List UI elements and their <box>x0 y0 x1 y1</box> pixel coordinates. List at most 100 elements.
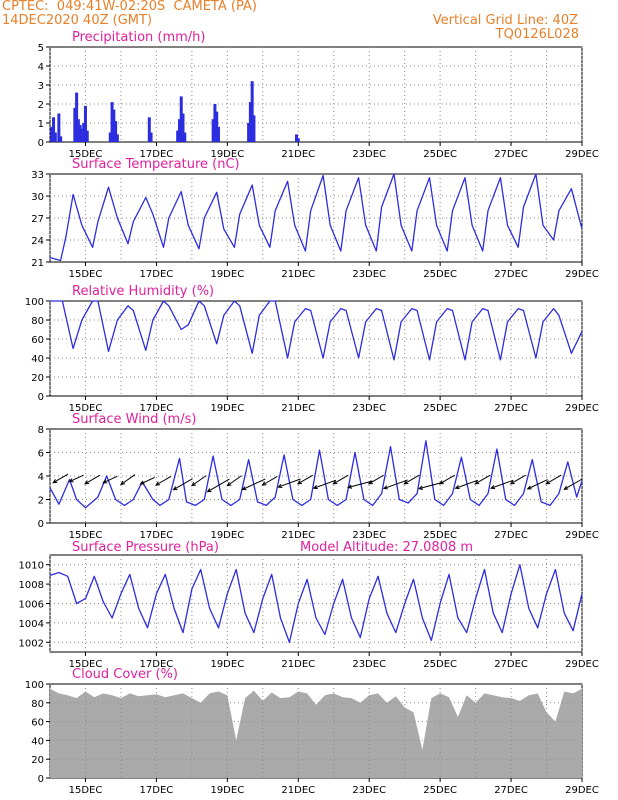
chart-wind-arrow-head <box>139 480 145 485</box>
chart-cloud-xtick-label: 23DEC <box>352 785 386 796</box>
chart-wind-arrow <box>418 481 444 490</box>
chart-wind-arrow <box>510 474 526 485</box>
chart-precip-bar <box>216 126 220 142</box>
chart-precip-bar <box>73 107 77 142</box>
chart-wind-ytick-label: 2 <box>38 496 44 507</box>
chart-temp-ytick-label: 24 <box>31 236 44 247</box>
chart-cloud-xtick-label: 17DEC <box>140 785 174 796</box>
chart-cloud-area <box>50 688 582 778</box>
chart-wind-arrow-head <box>526 485 532 490</box>
chart-wind-arrow-head <box>172 486 178 491</box>
chart-precip-bar <box>176 130 180 142</box>
chart-wind-arrow <box>313 479 337 489</box>
header-station: CPTEC: 049:41W-02:20S CAMETA (PA) <box>2 0 257 14</box>
chart-precip-bar <box>114 121 118 142</box>
chart-temp-ytick-label: 21 <box>31 258 44 269</box>
chart-wind-arrow-head <box>52 479 58 484</box>
chart-wind-arrow <box>84 474 101 485</box>
chart-cloud-xtick-label: 19DEC <box>210 785 244 796</box>
chart-precip-xtick-label: 27DEC <box>494 149 528 160</box>
chart-precip-ytick-label: 1 <box>38 119 44 130</box>
chart-wind-arrow-head <box>277 483 283 488</box>
chart-rh-ytick-label: 20 <box>31 373 44 384</box>
chart-wind-arrow-head <box>296 480 302 485</box>
chart-temp-xtick-label: 23DEC <box>352 269 386 280</box>
chart-pressure-ytick-label: 1002 <box>19 638 44 649</box>
chart-wind-ytick-label: 6 <box>38 449 44 460</box>
chart-temp-ytick-label: 33 <box>31 170 44 181</box>
chart-wind-arrow <box>103 475 118 484</box>
chart-wind-arrow <box>140 476 155 485</box>
chart-precip-bar <box>80 128 84 142</box>
chart-wind-arrow-head <box>241 486 247 491</box>
chart-wind-arrow-head <box>155 481 161 486</box>
chart-precip-bar <box>250 81 254 142</box>
chart-precip-bar <box>85 130 89 142</box>
chart-pressure-xtick-label: 27DEC <box>494 659 528 670</box>
chart-precip-bar <box>57 113 61 142</box>
chart-precip-bar <box>183 132 187 142</box>
chart-temp-title: Surface Temperature (nC) <box>72 157 240 172</box>
chart-precip-bar <box>252 115 256 142</box>
chart-pressure-ytick-label: 1010 <box>19 561 44 572</box>
chart-temp-ytick-label: 30 <box>31 192 44 203</box>
chart-wind-arrow-head <box>190 481 196 487</box>
chart-precip-bar <box>83 105 87 142</box>
chart-precip-bar <box>78 124 82 142</box>
chart-precip-bar <box>53 132 57 142</box>
chart-precip-xtick-label: 29DEC <box>565 149 599 160</box>
chart-wind-arrow <box>173 478 193 491</box>
chart-wind-arrow <box>455 479 478 489</box>
chart-wind-arrow <box>207 478 230 493</box>
chart-wind-xtick-label: 19DEC <box>210 530 244 541</box>
chart-rh-xtick-label: 27DEC <box>494 403 528 414</box>
chart-wind-xtick-label: 15DEC <box>69 530 103 541</box>
chart-rh-xtick-label: 17DEC <box>140 403 174 414</box>
chart-temp-xtick-label: 17DEC <box>140 269 174 280</box>
chart-wind-arrow <box>545 474 562 485</box>
chart-pressure-xtick-label: 23DEC <box>352 659 386 670</box>
chart-wind-line <box>49 440 583 509</box>
chart-wind-arrow-head <box>438 480 444 485</box>
chart-wind-arrow-head <box>120 480 126 486</box>
chart-wind-arrow <box>333 474 349 485</box>
chart-precip-xtick-label: 15DEC <box>69 149 103 160</box>
chart-wind-arrow <box>120 474 136 485</box>
chart-rh-ytick-label: 60 <box>31 335 44 346</box>
chart-cloud-ytick-label: 20 <box>31 755 44 766</box>
chart-wind-arrow-head <box>347 484 353 489</box>
chart-wind-arrow <box>262 475 278 486</box>
chart-wind-arrow-head <box>545 480 551 485</box>
chart-wind-arrow-head <box>403 480 409 485</box>
chart-wind-arrow <box>297 474 314 485</box>
chart-pressure-ytick-label: 1008 <box>19 580 44 591</box>
chart-precip-bar <box>248 102 252 142</box>
chart-rh-ytick-label: 80 <box>31 316 44 327</box>
chart-temp-xtick-label: 29DEC <box>565 269 599 280</box>
chart-wind-ytick-label: 4 <box>38 472 44 483</box>
chart-rh-xtick-label: 19DEC <box>210 403 244 414</box>
chart-cloud-title: Cloud Cover (%) <box>72 667 178 682</box>
chart-precip-xtick-label: 23DEC <box>352 149 386 160</box>
chart-wind-arrow-head <box>417 485 424 490</box>
chart-wind-arrow-head <box>312 485 318 490</box>
chart-precip-bar <box>247 123 251 142</box>
chart-precip-bar <box>215 111 219 142</box>
chart-temp-xtick-label: 15DEC <box>69 269 103 280</box>
chart-wind-xtick-label: 29DEC <box>565 530 599 541</box>
chart-wind-arrow-head <box>84 480 90 485</box>
chart-precip-bar <box>112 109 116 142</box>
chart-pressure-xtick-label: 25DEC <box>423 659 457 670</box>
chart-wind-arrow-head <box>102 479 108 484</box>
chart-wind-arrow <box>155 475 172 486</box>
chart-pressure-ytick-label: 1006 <box>19 600 44 611</box>
chart-rh-ytick-label: 0 <box>38 392 44 403</box>
chart-wind-arrow <box>52 473 69 484</box>
chart-cloud-xtick-label: 27DEC <box>494 785 528 796</box>
chart-rh-frame <box>49 300 583 397</box>
chart-wind-arrow-head <box>68 478 74 483</box>
chart-wind-arrow <box>278 478 301 488</box>
chart-temp-xtick-label: 21DEC <box>281 269 315 280</box>
chart-wind-xtick-label: 25DEC <box>423 530 457 541</box>
chart-precip-bar <box>213 104 217 142</box>
